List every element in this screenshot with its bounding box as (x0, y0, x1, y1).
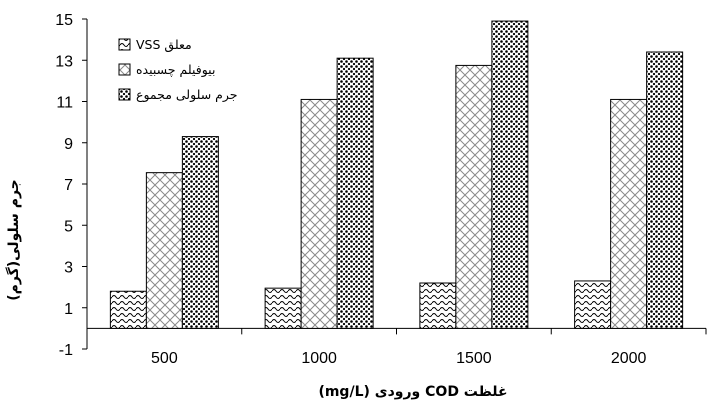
legend-swatch-3 (118, 88, 131, 101)
bar-500-series-1 (109, 290, 147, 329)
y-tick-label: 11 (56, 95, 73, 112)
bar-1500-series-2 (455, 64, 493, 329)
y-tick-label: -1 (59, 342, 73, 359)
legend-label-2: بیوفیلم چسبیده (136, 62, 215, 78)
y-tick-label: 13 (55, 53, 73, 70)
y-tick-label: 9 (64, 136, 73, 153)
legend-frame (108, 25, 264, 108)
bar-2000-series-1 (574, 280, 612, 329)
bar-1500-series-3 (491, 20, 529, 329)
legend-swatch-1 (118, 38, 131, 51)
x-tick-label: 500 (151, 350, 178, 367)
legend-swatch-2 (118, 63, 131, 76)
bars (109, 20, 684, 329)
bar-1500-series-1 (419, 282, 457, 329)
bar-1000-series-2 (300, 98, 338, 329)
legend-label-3: جرم سلولی مجموع (136, 87, 238, 103)
x-tick-label: 1500 (456, 350, 492, 367)
bar-2000-series-2 (610, 98, 648, 329)
legend: معلق VSS بیوفیلم چسبیده جرم سلولی مجموع (108, 25, 264, 108)
y-tick-label: 15 (55, 12, 73, 29)
x-tick-label: 2000 (611, 350, 647, 367)
bar-500-series-2 (145, 172, 183, 329)
y-axis-title-group: جرم سلولی(گرم) (5, 179, 22, 301)
y-tick-label: 3 (64, 260, 73, 277)
bar-1000-series-1 (264, 287, 302, 329)
y-axis-title: جرم سلولی(گرم) (5, 179, 22, 301)
y-tick-label: 1 (64, 301, 73, 318)
bar-500-series-3 (181, 136, 219, 329)
x-tick-label: 1000 (301, 350, 337, 367)
y-tick-label: 7 (64, 177, 73, 194)
x-axis-title: غلظت COD ورودی (mg/L) (318, 384, 507, 400)
bar-2000-series-3 (646, 51, 684, 329)
bar-1000-series-3 (336, 57, 374, 329)
y-tick-label: 5 (64, 218, 73, 235)
legend-label-1: معلق VSS (136, 37, 192, 53)
